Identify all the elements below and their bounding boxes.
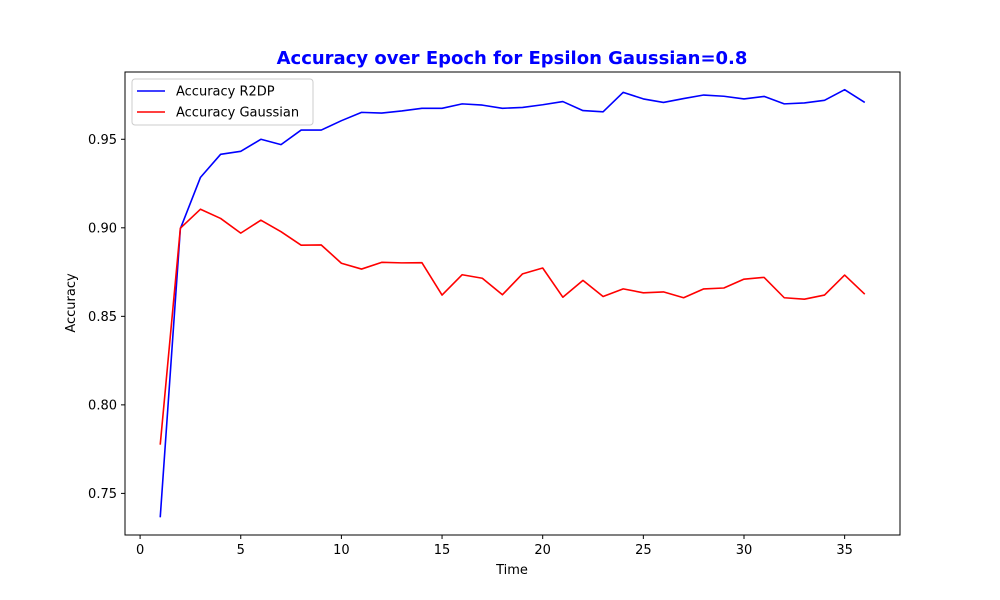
- legend-label: Accuracy Gaussian: [176, 106, 299, 121]
- legend: Accuracy R2DP Accuracy Gaussian: [131, 78, 314, 126]
- y-tick-label: 0.90: [88, 221, 117, 236]
- y-tick-label: 0.75: [88, 487, 117, 502]
- x-tick-label: 25: [635, 543, 652, 558]
- axes-frame: [124, 71, 901, 536]
- legend-label: Accuracy R2DP: [176, 85, 275, 100]
- x-tick-label: 10: [333, 543, 350, 558]
- y-axis-label: Accuracy: [64, 273, 79, 333]
- y-tick-label: 0.80: [88, 398, 117, 413]
- x-tick-label: 15: [434, 543, 451, 558]
- x-tick-label: 35: [836, 543, 853, 558]
- y-tick-label: 0.95: [88, 133, 117, 148]
- x-tick-label: 30: [736, 543, 753, 558]
- y-tick-label: 0.85: [88, 310, 117, 325]
- series-line-1: [159, 208, 866, 445]
- x-axis-label: Time: [495, 563, 528, 578]
- x-tick-label: 20: [534, 543, 551, 558]
- series-line-0: [159, 88, 866, 518]
- chart-title: Accuracy over Epoch for Epsilon Gaussian…: [277, 48, 748, 69]
- plot-area: 0 5 10 15 20 25 30 35 0.75 0.80 0.85 0.90 0.95: [88, 71, 901, 558]
- x-tick-label: 5: [237, 543, 245, 558]
- x-tick-label: 0: [136, 543, 144, 558]
- legend-box: [131, 78, 314, 126]
